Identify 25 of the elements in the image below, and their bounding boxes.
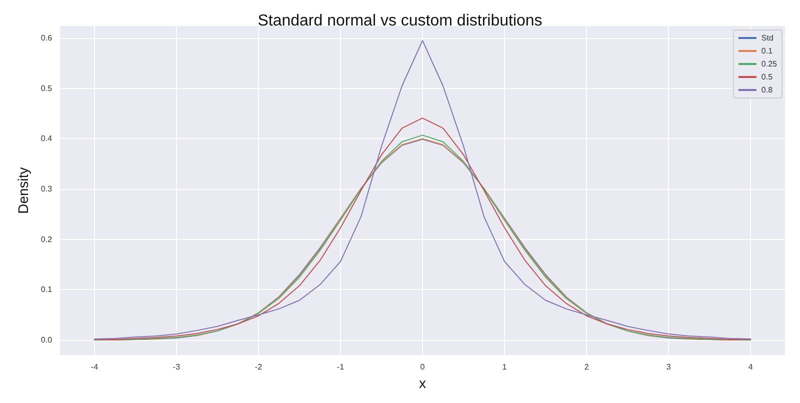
x-tick-label: 2 — [584, 362, 590, 372]
line-series — [94, 40, 752, 340]
x-tick-label: 1 — [502, 362, 508, 372]
x-tick-label: -1 — [336, 362, 345, 372]
y-tick-label: 0.6 — [40, 34, 53, 43]
x-tick-label: 0 — [420, 362, 426, 372]
y-tick-label: 0.4 — [40, 134, 53, 144]
x-tick-label: 4 — [748, 362, 754, 372]
legend-label: 0.25 — [761, 60, 778, 68]
x-tick-label: -4 — [90, 362, 99, 372]
y-tick-label: 0.5 — [40, 84, 53, 93]
chart-title: Standard normal vs custom distributions — [258, 12, 542, 30]
x-axis-title: x — [419, 375, 426, 391]
y-tick-label: 0.2 — [40, 234, 53, 244]
x-tick-label: -2 — [254, 362, 263, 372]
x-tick-label: -3 — [172, 362, 181, 372]
y-axis-title: Density — [15, 167, 31, 214]
legend-label: 0.8 — [761, 86, 774, 94]
legend-label: 0.1 — [761, 46, 774, 56]
y-tick-label: 0.3 — [40, 184, 53, 194]
x-tick-label: 3 — [666, 362, 672, 372]
y-tick-label: 0.0 — [40, 336, 53, 345]
y-tick-label: 0.1 — [40, 285, 53, 294]
legend-label: 0.5 — [761, 72, 774, 82]
legend-label: Std — [761, 34, 774, 42]
